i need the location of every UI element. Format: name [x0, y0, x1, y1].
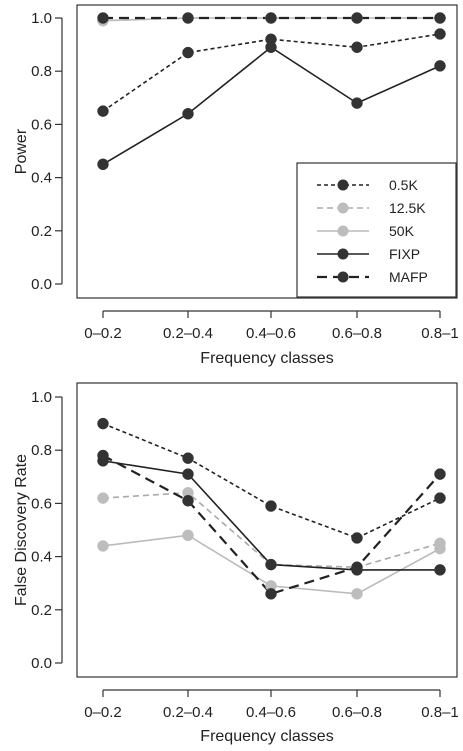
data-point-FIXP	[265, 558, 277, 571]
x-axis-title: Frequency classes	[200, 350, 333, 367]
plot-frame	[76, 4, 458, 299]
data-point-MAFP	[434, 12, 446, 24]
data-point-FIXP	[182, 108, 194, 120]
legend-marker-FIXP	[337, 248, 349, 260]
data-point-MAFP	[182, 12, 194, 24]
y-tick-label: 0.6	[31, 495, 52, 512]
data-point-50K	[434, 542, 446, 555]
legend-label-12.5K: 12.5K	[389, 200, 426, 216]
data-point-0.5K	[97, 417, 109, 430]
data-point-0.5K	[97, 105, 109, 117]
data-point-MAFP	[434, 468, 446, 480]
series-line-0.5K	[102, 33, 441, 112]
chart-panel-2: 0.0 0.2 0.4 0.6 0.8 1.0 0–0.2 0.2–0.4 0.4–0.6 0.6…	[13, 382, 459, 745]
y-tick-label: 0.8	[31, 442, 52, 459]
data-point-12.5K	[97, 492, 109, 504]
plot-frame	[76, 382, 458, 678]
data-point-FIXP	[434, 564, 446, 576]
legend-marker-12.5K	[337, 202, 349, 214]
y-tick-label: 0.2	[31, 223, 52, 240]
x-tick-label: 0.4–0.6	[246, 704, 296, 721]
data-point-0.5K	[434, 28, 446, 40]
data-point-MAFP	[97, 449, 109, 462]
data-point-MAFP	[351, 12, 363, 24]
y-axis-title: False Discovery Rate	[13, 454, 30, 606]
x-tick-label: 0–0.2	[84, 325, 122, 342]
data-point-0.5K	[351, 41, 363, 54]
data-point-MAFP	[265, 588, 277, 600]
y-tick-label: 1.0	[31, 389, 52, 406]
data-point-FIXP	[97, 158, 109, 171]
x-tick-label: 0.4–0.6	[246, 325, 296, 342]
series-line-MAFP	[102, 454, 441, 596]
x-tick-label: 0.8–1	[421, 325, 459, 342]
x-tick-label: 0–0.2	[84, 704, 122, 721]
legend-marker-0.5K	[337, 179, 349, 191]
y-tick-label: 0.8	[31, 63, 52, 80]
legend-marker-MAFP	[337, 271, 349, 283]
data-point-0.5K	[351, 532, 363, 544]
x-tick-label: 0.6–0.8	[332, 704, 382, 721]
chart-panel-1: 0.0 0.2 0.4 0.6 0.8 1.0 0–0.2 0.2–0.4 0.4–0.6 0.6…	[13, 4, 459, 367]
y-tick-label: 1.0	[31, 10, 52, 27]
legend-label-0.5K: 0.5K	[389, 177, 418, 193]
y-tick-label: 0.4	[31, 170, 52, 187]
x-axis-title: Frequency classes	[200, 728, 333, 745]
data-point-50K	[97, 540, 109, 552]
y-tick-label: 0.6	[31, 116, 52, 133]
data-point-MAFP	[97, 12, 109, 24]
data-point-MAFP	[351, 561, 363, 573]
y-tick-label: 0.0	[31, 655, 52, 672]
series-line-FIXP	[102, 46, 441, 165]
legend-marker-50K	[337, 225, 349, 237]
y-axis-title: Power	[13, 128, 30, 174]
y-tick-label: 0.2	[31, 602, 52, 619]
legend-label-FIXP: FIXP	[389, 246, 420, 262]
data-point-50K	[182, 529, 194, 542]
data-point-FIXP	[265, 41, 277, 54]
x-tick-label: 0.8–1	[421, 704, 459, 721]
data-point-MAFP	[265, 12, 277, 24]
legend-label-50K: 50K	[389, 223, 415, 239]
x-tick-label: 0.2–0.4	[163, 325, 213, 342]
data-point-0.5K	[265, 500, 277, 512]
data-point-FIXP	[434, 60, 446, 72]
x-tick-label: 0.6–0.8	[332, 325, 382, 342]
data-point-0.5K	[182, 452, 194, 464]
data-point-0.5K	[434, 492, 446, 504]
data-point-50K	[351, 588, 363, 600]
data-point-MAFP	[182, 494, 194, 507]
data-point-0.5K	[182, 46, 194, 59]
y-tick-label: 0.4	[31, 549, 52, 566]
data-point-FIXP	[182, 468, 194, 480]
data-point-FIXP	[351, 97, 363, 109]
legend-label-MAFP: MAFP	[389, 269, 428, 285]
legend: 0.5K 12.5K 50K FIXP MAFP	[296, 162, 457, 298]
series-line-FIXP	[102, 460, 440, 571]
y-tick-label: 0.0	[31, 276, 52, 293]
x-tick-label: 0.2–0.4	[163, 704, 213, 721]
legend-box	[296, 162, 457, 298]
series-line-0.5K	[102, 422, 441, 539]
